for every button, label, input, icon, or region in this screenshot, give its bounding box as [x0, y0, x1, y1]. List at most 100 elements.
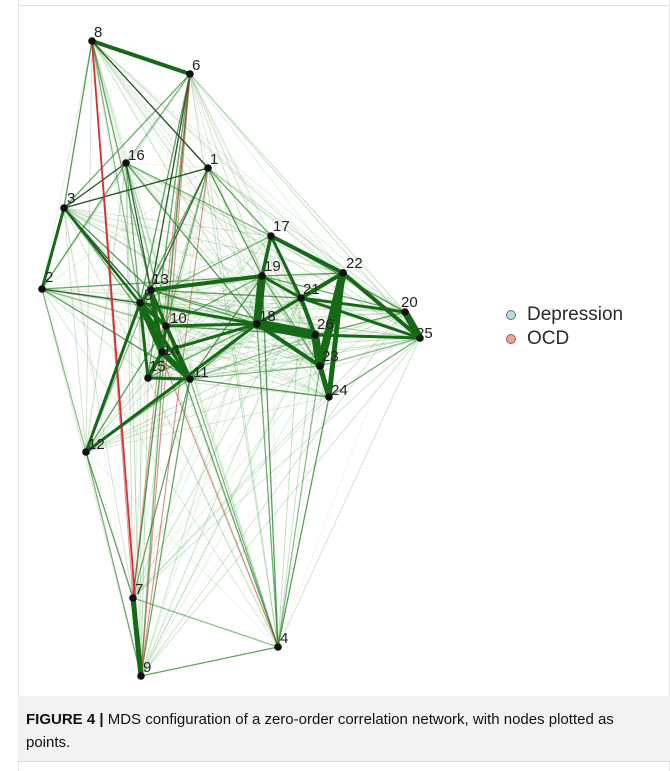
- edge-weak: [125, 73, 191, 164]
- edge-weak: [85, 451, 279, 648]
- edge-medium: [207, 167, 263, 277]
- edge-weak: [140, 323, 258, 677]
- edge-weak: [277, 311, 406, 648]
- edge-strong: [299, 296, 317, 337]
- edge-strong: [341, 271, 422, 340]
- node-label: 22: [346, 255, 363, 272]
- legend: Depression OCD: [506, 303, 623, 351]
- edge-weak: [85, 73, 191, 453]
- edge-medium: [140, 378, 191, 677]
- edge-weak: [139, 302, 279, 648]
- edge-weak: [189, 73, 209, 169]
- edge-weak: [63, 207, 421, 339]
- edge-weak: [41, 288, 279, 648]
- edge-strong: [269, 234, 345, 275]
- edge-strong: [164, 324, 192, 381]
- edge-medium: [140, 325, 167, 677]
- edge-weak: [63, 207, 149, 379]
- edge-weak: [140, 396, 330, 677]
- edge-weak: [189, 365, 321, 380]
- edge-weak: [161, 351, 321, 367]
- edge-strong: [84, 322, 259, 454]
- edge-medium: [189, 334, 316, 380]
- edge-medium: [261, 272, 344, 277]
- edge-dark: [150, 167, 209, 291]
- edge-weak: [165, 167, 209, 327]
- edge-dark: [63, 167, 209, 209]
- edge-weak: [207, 167, 258, 325]
- edge-weak: [41, 288, 149, 379]
- edge-weak: [189, 73, 344, 274]
- network-plot: 1235678910111213141516171819202122232425…: [38, 24, 433, 680]
- edge-medium: [261, 275, 321, 367]
- edge-medium: [256, 323, 279, 648]
- edge-dark: [150, 73, 191, 291]
- edge-weak: [147, 275, 263, 379]
- edge-strong: [149, 288, 168, 328]
- edge-strong: [252, 319, 320, 340]
- edge-weak: [63, 207, 263, 277]
- edge-weak: [63, 207, 344, 274]
- ocd-swatch: [506, 334, 516, 344]
- edge-weak: [140, 325, 167, 677]
- edge-weak: [132, 311, 406, 599]
- edge-weak: [85, 334, 316, 453]
- node-point: [122, 159, 130, 167]
- edge-weak: [270, 235, 421, 339]
- node-label: 9: [143, 659, 151, 676]
- edge-weak: [161, 351, 279, 648]
- edge-weak: [85, 377, 149, 453]
- edge-medium: [125, 162, 141, 304]
- edge-weak: [41, 167, 209, 290]
- edge-weak: [132, 337, 421, 599]
- edge-strong: [299, 271, 345, 300]
- edge-weak: [140, 311, 406, 677]
- edge-weak: [189, 73, 263, 277]
- edge-weak: [41, 288, 87, 453]
- edge-weak: [207, 167, 302, 299]
- edge-weak: [161, 275, 263, 353]
- edge-medium: [41, 288, 87, 453]
- edge-weak: [132, 597, 279, 648]
- edge-strong: [255, 322, 322, 368]
- legend-label-ocd: OCD: [527, 328, 570, 349]
- node-label: 7: [135, 581, 143, 598]
- edge-medium: [150, 289, 258, 325]
- edge-medium: [165, 275, 263, 327]
- edge-weak: [140, 275, 263, 677]
- node-label: 23: [322, 348, 339, 365]
- edge-medium: [125, 73, 191, 164]
- edge-medium: [125, 162, 258, 325]
- node-label: 10: [170, 310, 187, 327]
- edge-strong: [311, 331, 324, 370]
- depression-swatch: [506, 310, 516, 320]
- edge-weak: [150, 289, 421, 339]
- node-label: 26: [317, 316, 334, 333]
- node-point: [144, 374, 152, 382]
- edge-dark: [63, 162, 127, 209]
- edge-weak: [63, 207, 87, 453]
- edge-medium: [189, 378, 330, 398]
- edge-weak: [189, 297, 302, 380]
- node-point: [137, 672, 145, 680]
- edge-medium: [277, 396, 330, 648]
- edge-weak: [150, 289, 330, 398]
- edge-weak: [139, 297, 302, 304]
- node-point: [186, 70, 194, 78]
- edge-weak: [91, 40, 149, 379]
- edge-negative: [140, 73, 191, 677]
- edge-weak: [189, 334, 316, 380]
- edge-weak: [132, 377, 149, 599]
- edge-medium: [139, 235, 272, 304]
- node-point: [267, 232, 275, 240]
- edge-strong: [146, 376, 192, 381]
- node-label: 14: [163, 342, 180, 359]
- edge-medium: [85, 325, 167, 453]
- edge-weak: [41, 40, 93, 290]
- edge-strong: [148, 287, 165, 355]
- edge-strong: [40, 206, 66, 291]
- edge-weak: [132, 334, 316, 599]
- node-point: [339, 269, 347, 277]
- edge-weak: [63, 207, 279, 648]
- edge-weak: [125, 162, 272, 237]
